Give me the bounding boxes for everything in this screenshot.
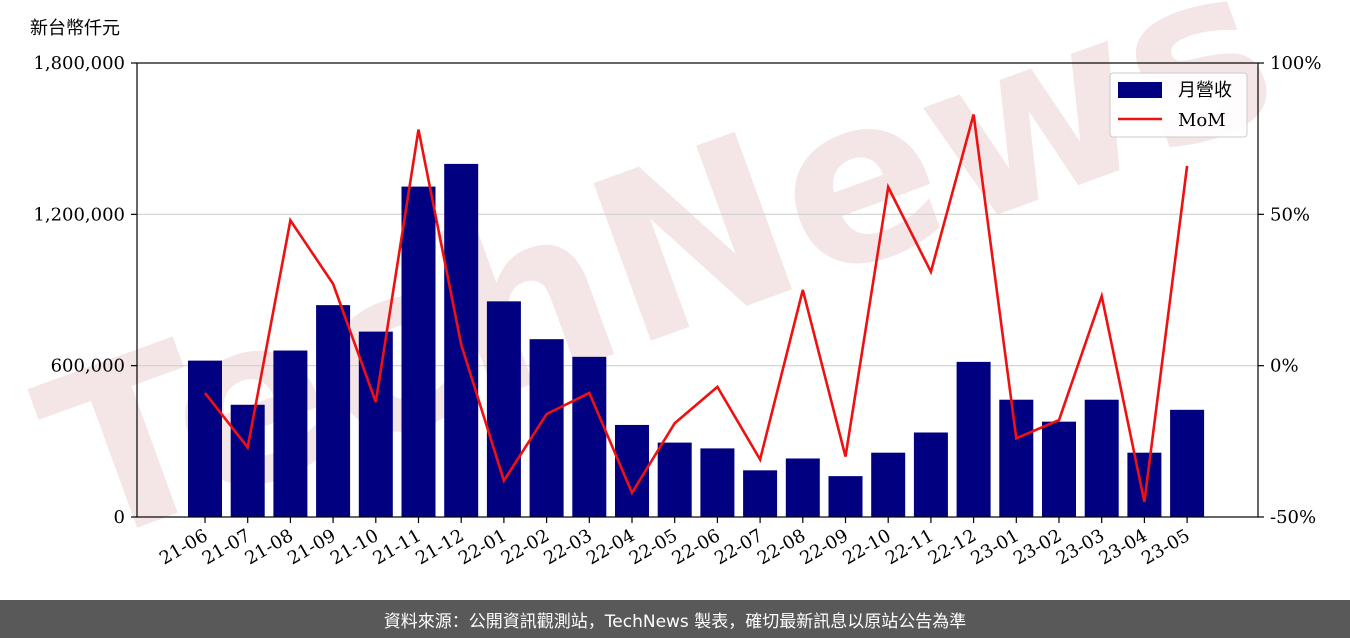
x-tick-label: 23-02 [1010, 525, 1065, 569]
x-tick-label: 22-03 [540, 525, 595, 569]
bar-23-04 [1127, 452, 1162, 517]
x-tick-label: 23-04 [1095, 525, 1150, 569]
bar-21-06 [188, 360, 222, 517]
x-tick-label: 22-04 [583, 525, 638, 569]
x-tick-label: 21-10 [327, 525, 382, 569]
x-tick-label: 22-12 [925, 525, 980, 569]
plot-frame [136, 62, 1259, 518]
x-tick-label: 22-08 [754, 525, 809, 569]
bar-21-09 [316, 305, 351, 517]
bar-21-08 [273, 350, 308, 517]
bar-22-12 [956, 361, 991, 517]
x-tick-label: 22-11 [882, 525, 937, 569]
x-tick-label: 22-10 [839, 525, 894, 569]
x-tick-label: 21-09 [284, 525, 339, 569]
line-series [203, 114, 1189, 503]
y-left-tick-label: 1,200,000 [33, 204, 125, 225]
bar-23-02 [1042, 421, 1076, 517]
x-tick-label: 22-01 [455, 525, 510, 569]
y-left-tick-label: 0 [114, 507, 125, 528]
bar-22-04 [615, 424, 649, 517]
bar-22-09 [828, 476, 863, 517]
y-right-tick-label: -50% [1270, 507, 1316, 528]
bar-series [188, 163, 1205, 518]
legend-label-mom: MoM [1178, 110, 1226, 131]
bar-23-03 [1084, 399, 1119, 517]
mom-line [203, 114, 1189, 503]
legend-label-revenue: 月營收 [1178, 80, 1232, 101]
bar-22-05 [657, 442, 692, 517]
x-tick-label: 23-05 [1138, 525, 1193, 569]
y-right-tick-label: 50% [1270, 204, 1310, 225]
x-tick-label: 23-03 [1053, 525, 1108, 569]
bar-22-01 [486, 301, 521, 517]
bar-22-02 [529, 339, 564, 517]
legend: 月營收 MoM [1109, 72, 1248, 138]
bar-22-03 [572, 356, 607, 517]
x-tick-label: 23-01 [967, 525, 1022, 569]
legend-swatch-bar [1118, 82, 1162, 98]
bar-22-11 [913, 432, 948, 517]
bar-22-06 [700, 448, 735, 517]
bar-22-07 [743, 470, 778, 517]
x-tick-label: 21-12 [412, 525, 467, 569]
x-tick-label: 22-02 [498, 525, 553, 569]
y-left-tick-label: 1,800,000 [33, 53, 125, 74]
y-axis-unit-label: 新台幣仟元 [30, 18, 120, 39]
bar-22-10 [871, 452, 906, 517]
chart: TechNews 0600,0001,200,0001,800,000-50%0… [11, 0, 1321, 599]
bar-22-08 [785, 458, 820, 517]
x-tick-label: 22-09 [797, 525, 852, 569]
x-tick-label: 22-06 [668, 525, 723, 569]
bar-23-05 [1170, 409, 1205, 517]
bar-23-01 [999, 399, 1034, 517]
y-left-tick-label: 600,000 [51, 356, 125, 377]
source-footer: 資料來源：公開資訊觀測站，TechNews 製表，確切最新訊息以原站公告為準 [0, 600, 1350, 638]
bar-21-11 [401, 186, 436, 518]
x-tick-label: 22-07 [711, 525, 766, 569]
y-right-tick-label: 100% [1270, 53, 1321, 74]
x-tick-label: 21-11 [370, 525, 425, 569]
y-right-tick-label: 0% [1270, 356, 1299, 377]
bar-21-10 [358, 331, 393, 517]
x-tick-label: 22-05 [626, 525, 681, 569]
bar-21-07 [230, 404, 265, 517]
